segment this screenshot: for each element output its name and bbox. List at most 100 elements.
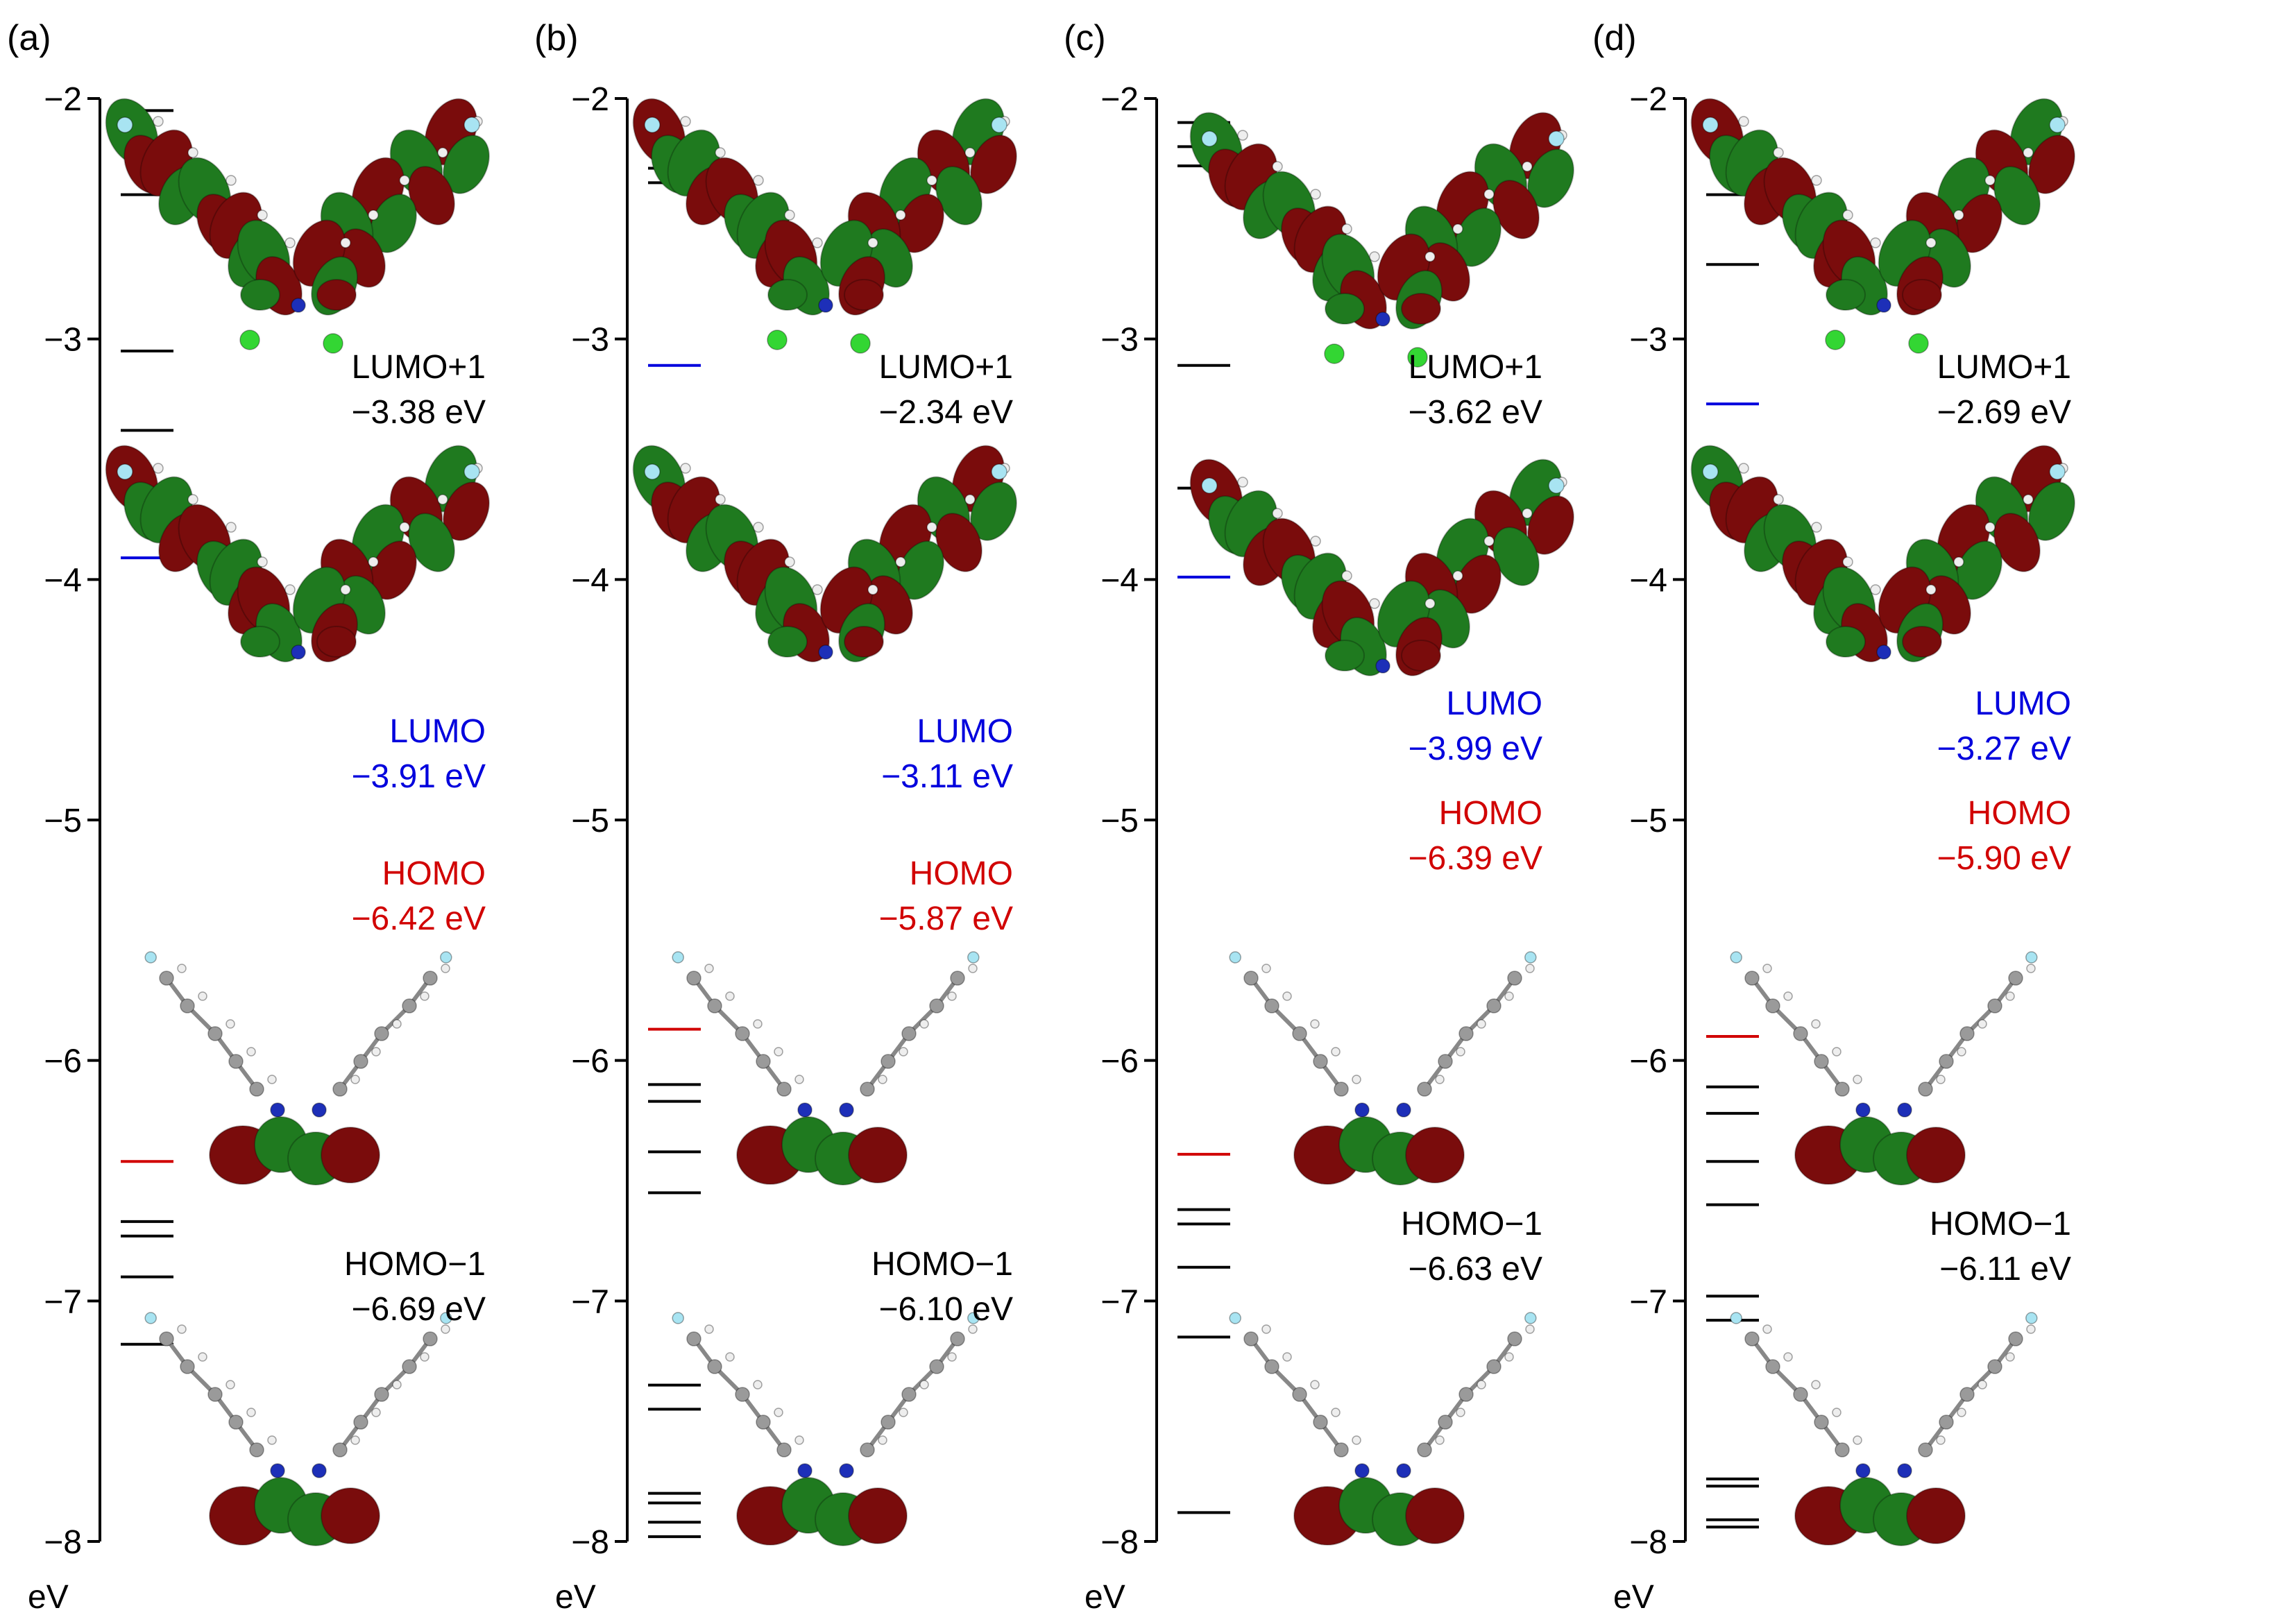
hydrogen-atom — [867, 237, 878, 248]
hydrogen-atom — [895, 556, 906, 567]
hydrogen-atom — [899, 1408, 908, 1417]
hydrogen-atom — [1452, 223, 1463, 234]
hydrogen-atom — [1369, 251, 1380, 262]
hydrogen-atom — [153, 463, 164, 474]
hydrogen-atom — [2005, 1352, 2015, 1362]
hydrogen-atom — [1522, 161, 1533, 172]
orbital-name-label: HOMO — [910, 855, 1013, 892]
orbital-picture — [144, 1312, 452, 1546]
carbon-atom — [950, 971, 965, 986]
orbital-energy-label: −2.34 eV — [879, 394, 1014, 431]
carbon-atom — [332, 1442, 348, 1458]
nitrogen-atom — [1855, 1102, 1871, 1118]
fluorine-atom — [1730, 1312, 1742, 1324]
orbital-energy-label: −5.90 eV — [1937, 840, 2072, 877]
hydrogen-atom — [1261, 964, 1271, 973]
hydrogen-atom — [1870, 237, 1881, 248]
orbital-picture — [1690, 445, 2075, 663]
hydrogen-atom — [1977, 1019, 1987, 1029]
hydrogen-atom — [1783, 1352, 1793, 1362]
nitrogen-atom — [312, 1463, 327, 1478]
carbon-atom — [402, 998, 417, 1014]
y-tick-label: −7 — [571, 1283, 609, 1320]
carbon-atom — [402, 1359, 417, 1374]
hydrogen-atom — [964, 494, 976, 505]
orbital-energy-label: −3.11 eV — [881, 758, 1013, 795]
hydrogen-atom — [437, 494, 448, 505]
carbon-atom — [707, 998, 722, 1014]
y-tick-label: −5 — [1629, 803, 1667, 839]
fluorine-atom — [2049, 117, 2066, 133]
orbital-picture — [672, 1312, 980, 1546]
chlorine-atom — [850, 333, 871, 354]
hydrogen-atom — [1282, 1352, 1292, 1362]
carbon-atom — [1793, 1026, 1808, 1041]
nitrogen-atom — [1354, 1102, 1370, 1118]
carbon-atom — [1987, 998, 2002, 1014]
hydrogen-atom — [340, 584, 351, 595]
orbital-picture — [632, 98, 1017, 354]
fluorine-atom — [1229, 1312, 1241, 1324]
hydrogen-atom — [2026, 1324, 2036, 1334]
orbital-name-label: HOMO−1 — [1930, 1206, 2071, 1242]
nitrogen-atom — [1375, 311, 1390, 327]
hydrogen-atom — [1483, 536, 1495, 547]
hydrogen-atom — [1811, 175, 1822, 186]
hydrogen-atom — [350, 1435, 360, 1445]
hydrogen-atom — [226, 1380, 235, 1390]
orbital-lobe — [1902, 626, 1942, 658]
y-axis-unit-label: eV — [1613, 1579, 1654, 1616]
orbital-lobe — [443, 135, 490, 194]
y-tick-label: −6 — [571, 1043, 609, 1080]
hydrogen-atom — [226, 522, 237, 533]
carbon-atom — [686, 971, 701, 986]
hydrogen-atom — [284, 237, 296, 248]
y-tick-label: −3 — [1100, 322, 1139, 359]
carbon-atom — [1507, 1331, 1522, 1347]
fluorine-atom — [967, 1312, 980, 1324]
hydrogen-atom — [1984, 522, 1996, 533]
hydrogen-atom — [1261, 1324, 1271, 1334]
hydrogen-atom — [246, 1408, 256, 1417]
hydrogen-atom — [715, 147, 726, 158]
hydrogen-atom — [1977, 1380, 1987, 1390]
hydrogen-atom — [198, 1352, 207, 1362]
y-tick-label: −8 — [1100, 1524, 1139, 1561]
orbital-lobe — [1401, 293, 1441, 325]
hydrogen-atom — [441, 964, 450, 973]
carbon-atom — [1939, 1414, 1954, 1430]
orbital-energy-label: −3.91 eV — [352, 758, 486, 795]
y-tick-label: −7 — [1629, 1283, 1667, 1320]
orbital-energy-label: −3.99 eV — [1409, 730, 1543, 767]
hydrogen-atom — [257, 210, 268, 221]
hydrogen-atom — [1331, 1408, 1341, 1417]
carbon-atom — [1313, 1054, 1328, 1069]
hydrogen-atom — [198, 991, 207, 1001]
carbon-atom — [1264, 1359, 1279, 1374]
carbon-atom — [1243, 971, 1259, 986]
hydrogen-atom — [177, 1324, 187, 1334]
y-tick-label: −5 — [1100, 803, 1139, 839]
hydrogen-atom — [794, 1075, 804, 1084]
hydrogen-atom — [784, 556, 795, 567]
carbon-atom — [1417, 1442, 1432, 1458]
carbon-atom — [756, 1054, 771, 1069]
y-tick-label: −4 — [44, 562, 82, 599]
fluorine-atom — [1524, 1312, 1537, 1324]
orbital-lobe — [316, 279, 357, 311]
carbon-atom — [249, 1442, 264, 1458]
orbital-picture — [144, 951, 452, 1186]
carbon-atom — [1959, 1387, 1975, 1402]
hydrogen-atom — [878, 1435, 887, 1445]
carbon-atom — [207, 1387, 223, 1402]
hydrogen-atom — [1435, 1075, 1445, 1084]
orbital-name-label: LUMO — [1446, 685, 1542, 722]
hydrogen-atom — [1957, 1408, 1966, 1417]
fluorine-atom — [117, 117, 133, 133]
carbon-atom — [1334, 1442, 1349, 1458]
hydrogen-atom — [1477, 1019, 1486, 1029]
hydrogen-atom — [2005, 991, 2015, 1001]
fluorine-atom — [1548, 130, 1565, 147]
orbital-lobe — [240, 626, 280, 658]
